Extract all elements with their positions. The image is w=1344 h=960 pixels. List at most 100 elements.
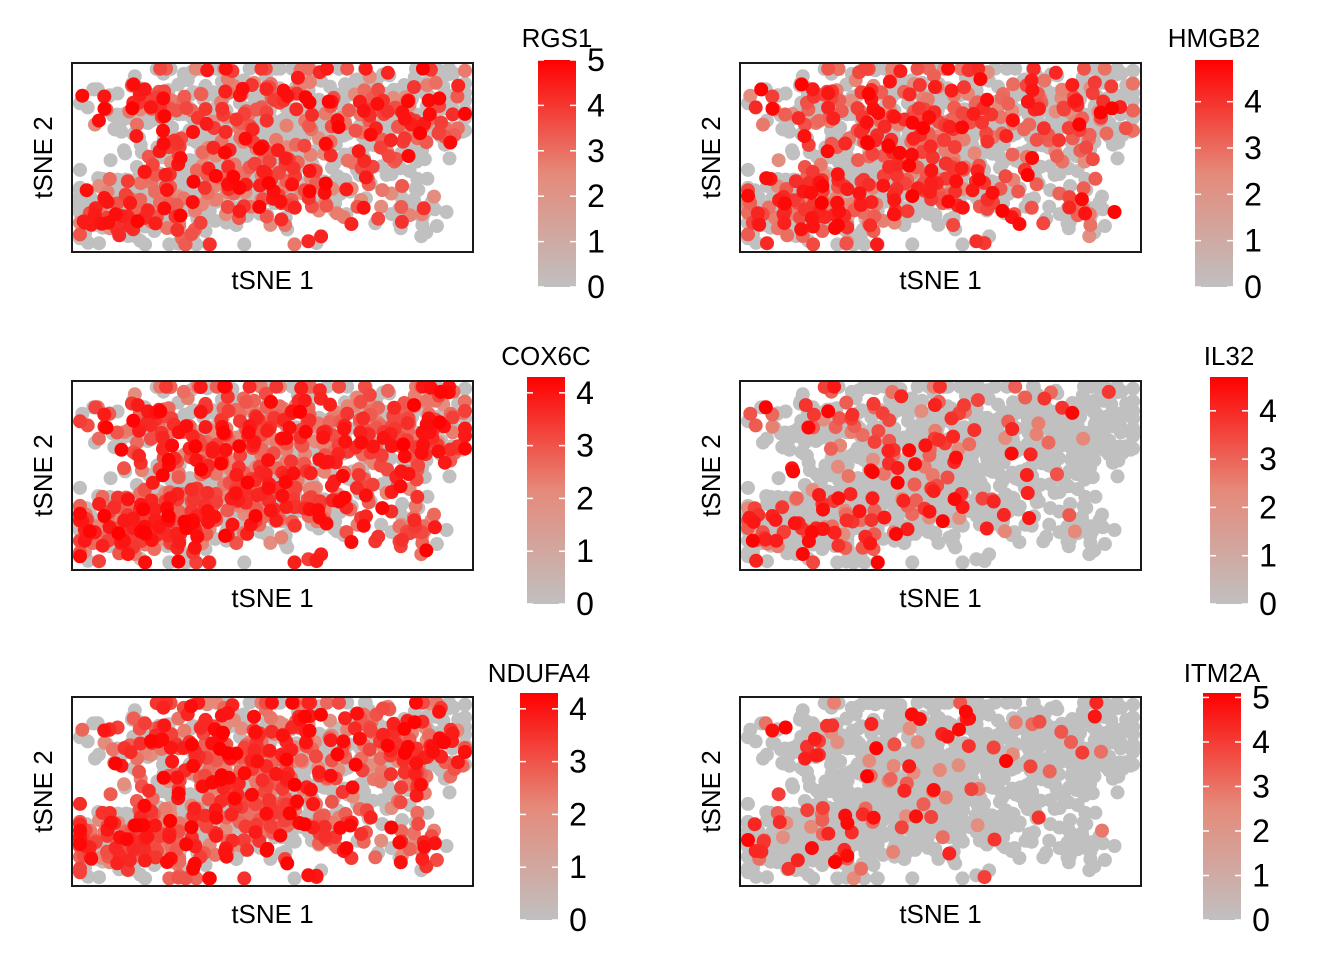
cell-point bbox=[220, 503, 235, 518]
cell-point bbox=[275, 488, 290, 503]
cell-point bbox=[332, 494, 347, 509]
legend-tick-label: 3 bbox=[1244, 130, 1262, 166]
cell-point bbox=[458, 403, 472, 418]
cell-point bbox=[237, 237, 252, 252]
cell-point bbox=[110, 425, 125, 440]
cell-point bbox=[173, 151, 188, 166]
cell-point bbox=[1105, 137, 1120, 152]
cell-point bbox=[427, 189, 441, 204]
cell-point bbox=[279, 500, 294, 514]
cell-point bbox=[1088, 171, 1103, 186]
cell-point bbox=[1006, 77, 1020, 92]
cell-point bbox=[261, 453, 276, 468]
cell-point bbox=[1061, 221, 1076, 236]
cell-point bbox=[1062, 200, 1077, 215]
cell-point bbox=[881, 138, 896, 153]
cell-point bbox=[197, 180, 212, 195]
cell-point bbox=[314, 229, 329, 244]
cell-point bbox=[906, 131, 921, 146]
cell-point bbox=[340, 63, 355, 76]
cell-point bbox=[1052, 525, 1067, 540]
cell-point bbox=[451, 78, 466, 93]
cell-point bbox=[851, 153, 865, 168]
cell-point bbox=[293, 404, 307, 419]
cell-point bbox=[771, 153, 786, 168]
cell-point bbox=[439, 523, 454, 537]
cell-point bbox=[882, 95, 897, 110]
cell-point bbox=[103, 471, 118, 486]
cell-point bbox=[429, 537, 444, 551]
cell-point bbox=[226, 169, 241, 184]
cell-point bbox=[339, 182, 354, 197]
cell-point bbox=[351, 468, 366, 482]
cell-point bbox=[141, 114, 156, 129]
cell-point bbox=[216, 425, 231, 440]
cell-point bbox=[259, 209, 274, 224]
cell-point bbox=[375, 183, 390, 198]
cell-point bbox=[877, 119, 892, 134]
cell-point bbox=[363, 127, 378, 142]
cell-point bbox=[853, 198, 868, 213]
cell-point bbox=[754, 82, 769, 97]
cell-point bbox=[130, 214, 145, 229]
cell-point bbox=[1082, 547, 1097, 562]
cell-point bbox=[910, 381, 925, 394]
cell-point bbox=[1076, 181, 1091, 196]
cell-point bbox=[826, 111, 841, 126]
cell-point bbox=[955, 237, 970, 252]
cell-point bbox=[75, 88, 90, 103]
cell-point bbox=[776, 122, 791, 137]
cell-point bbox=[1011, 184, 1026, 199]
cell-point bbox=[371, 82, 386, 97]
cell-point bbox=[1063, 179, 1078, 193]
cell-point bbox=[866, 452, 880, 467]
cell-point bbox=[458, 441, 472, 456]
cell-point bbox=[273, 194, 288, 209]
cell-point bbox=[241, 425, 256, 440]
cell-point bbox=[1020, 94, 1035, 109]
cell-point bbox=[242, 381, 257, 394]
cell-point bbox=[1093, 430, 1108, 445]
cell-point bbox=[863, 476, 878, 491]
cell-point bbox=[947, 140, 962, 155]
cell-point bbox=[458, 381, 472, 396]
cell-point bbox=[910, 419, 925, 434]
cell-point bbox=[852, 186, 867, 201]
cell-point bbox=[992, 478, 1007, 493]
cell-point bbox=[778, 107, 793, 122]
cell-point bbox=[952, 510, 967, 525]
cell-point bbox=[856, 381, 871, 394]
cell-point bbox=[156, 123, 170, 138]
cell-point bbox=[413, 126, 427, 141]
cell-point bbox=[427, 507, 441, 522]
cell-point bbox=[791, 111, 806, 126]
cell-point bbox=[225, 517, 240, 532]
cell-point bbox=[217, 381, 232, 394]
cell-point bbox=[795, 387, 810, 402]
cell-point bbox=[161, 508, 176, 523]
cell-point bbox=[108, 207, 123, 222]
cell-point bbox=[1114, 384, 1129, 399]
cell-point bbox=[809, 432, 824, 447]
cell-point bbox=[235, 81, 250, 96]
cell-point bbox=[380, 104, 395, 119]
cell-point bbox=[1107, 523, 1122, 537]
cell-point bbox=[171, 554, 186, 569]
cell-point bbox=[760, 236, 774, 251]
cell-point bbox=[73, 480, 87, 495]
cell-point bbox=[1057, 102, 1072, 117]
cell-point bbox=[217, 145, 232, 160]
cell-point bbox=[763, 489, 778, 504]
cell-point bbox=[741, 162, 755, 177]
cell-point bbox=[319, 198, 334, 213]
cell-point bbox=[410, 489, 425, 504]
cell-point bbox=[765, 101, 780, 116]
cell-point bbox=[238, 131, 253, 146]
cell-point bbox=[228, 486, 243, 501]
cell-point bbox=[859, 63, 874, 76]
cell-point bbox=[912, 78, 927, 92]
cell-point bbox=[886, 207, 901, 222]
y-axis-label: tSNE 2 bbox=[28, 116, 58, 198]
cell-point bbox=[279, 118, 294, 133]
